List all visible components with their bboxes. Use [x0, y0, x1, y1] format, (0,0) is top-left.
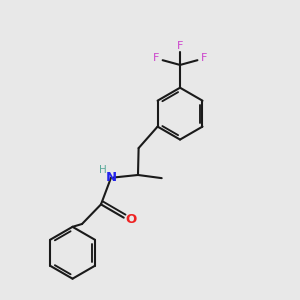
- Text: H: H: [99, 165, 107, 175]
- Text: O: O: [126, 213, 137, 226]
- Text: F: F: [152, 53, 159, 63]
- Text: F: F: [177, 41, 183, 51]
- Text: N: N: [106, 171, 117, 184]
- Text: F: F: [201, 53, 208, 63]
